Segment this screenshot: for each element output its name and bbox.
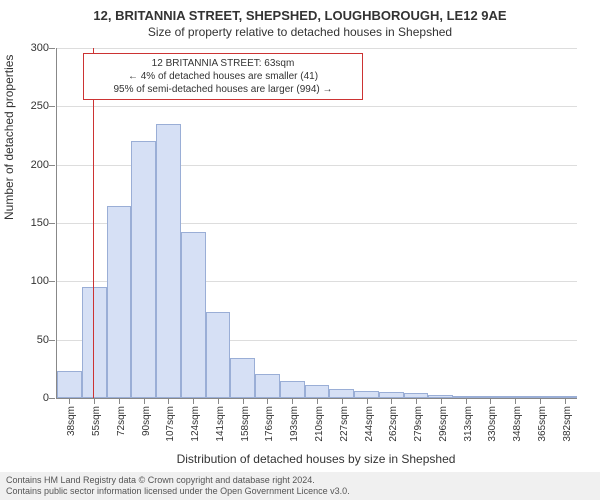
histogram-bar [57, 371, 82, 398]
x-tick-label: 365sqm [537, 406, 548, 442]
x-tick-label: 141sqm [215, 406, 226, 442]
x-tick [193, 398, 194, 404]
x-tick [490, 398, 491, 404]
x-tick [292, 398, 293, 404]
histogram-bar [280, 381, 305, 399]
title-main: 12, BRITANNIA STREET, SHEPSHED, LOUGHBOR… [0, 0, 600, 23]
x-tick [144, 398, 145, 404]
histogram-bar [255, 374, 280, 399]
histogram-bar [230, 358, 255, 398]
x-tick [119, 398, 120, 404]
x-tick-label: 38sqm [66, 406, 77, 436]
x-tick-label: 72sqm [116, 406, 127, 436]
x-tick [416, 398, 417, 404]
annotation-line-1: 12 BRITANNIA STREET: 63sqm [90, 57, 356, 70]
x-tick-label: 176sqm [264, 406, 275, 442]
x-tick-label: 279sqm [413, 406, 424, 442]
annotation-line-2: ← 4% of detached houses are smaller (41) [90, 70, 356, 83]
histogram-bar [107, 206, 132, 399]
histogram-bar [181, 232, 206, 398]
x-tick [243, 398, 244, 404]
x-tick-label: 330sqm [487, 406, 498, 442]
x-tick [367, 398, 368, 404]
y-tick-label: 100 [19, 275, 49, 287]
x-tick [317, 398, 318, 404]
x-tick [565, 398, 566, 404]
y-tick [49, 106, 55, 107]
annotation-box: 12 BRITANNIA STREET: 63sqm ← 4% of detac… [83, 53, 363, 100]
x-tick [94, 398, 95, 404]
plot-region: 05010015020025030038sqm55sqm72sqm90sqm10… [56, 48, 577, 399]
x-tick [466, 398, 467, 404]
histogram-bar [206, 312, 231, 398]
x-tick [441, 398, 442, 404]
y-tick [49, 48, 55, 49]
x-tick-label: 107sqm [165, 406, 176, 442]
x-tick [391, 398, 392, 404]
y-tick [49, 223, 55, 224]
title-sub: Size of property relative to detached ho… [0, 23, 600, 39]
y-tick-label: 150 [19, 217, 49, 229]
x-tick-label: 244sqm [364, 406, 375, 442]
y-tick [49, 281, 55, 282]
y-tick-label: 200 [19, 159, 49, 171]
x-tick-label: 55sqm [91, 406, 102, 436]
marker-line [93, 48, 94, 398]
x-tick [218, 398, 219, 404]
x-tick-label: 296sqm [438, 406, 449, 442]
y-tick-label: 50 [19, 334, 49, 346]
histogram-bar [354, 391, 379, 398]
x-tick-label: 382sqm [562, 406, 573, 442]
y-tick-label: 0 [19, 392, 49, 404]
x-axis-title: Distribution of detached houses by size … [56, 452, 576, 466]
x-tick-label: 262sqm [388, 406, 399, 442]
x-tick-label: 124sqm [190, 406, 201, 442]
x-tick [267, 398, 268, 404]
y-tick [49, 398, 55, 399]
footer: Contains HM Land Registry data © Crown c… [0, 472, 600, 500]
x-tick-label: 348sqm [512, 406, 523, 442]
x-tick [540, 398, 541, 404]
y-tick [49, 340, 55, 341]
x-tick [69, 398, 70, 404]
x-tick-label: 313sqm [463, 406, 474, 442]
footer-line-2: Contains public sector information licen… [6, 486, 594, 497]
chart-container: 12, BRITANNIA STREET, SHEPSHED, LOUGHBOR… [0, 0, 600, 500]
footer-line-1: Contains HM Land Registry data © Crown c… [6, 475, 594, 486]
histogram-bar [329, 389, 354, 398]
histogram-bar [156, 124, 181, 398]
histogram-bar [305, 385, 330, 398]
x-tick-label: 158sqm [240, 406, 251, 442]
histogram-bar [131, 141, 156, 398]
x-tick [168, 398, 169, 404]
y-tick-label: 250 [19, 100, 49, 112]
x-tick-label: 90sqm [141, 406, 152, 436]
x-tick-label: 193sqm [289, 406, 300, 442]
y-axis-label: Number of detached properties [2, 55, 16, 220]
y-tick-label: 300 [19, 42, 49, 54]
x-tick [515, 398, 516, 404]
y-tick [49, 165, 55, 166]
gridline [57, 48, 577, 49]
x-tick-label: 210sqm [314, 406, 325, 442]
x-tick [342, 398, 343, 404]
annotation-line-3: 95% of semi-detached houses are larger (… [90, 83, 356, 96]
x-tick-label: 227sqm [339, 406, 350, 442]
chart-area: 05010015020025030038sqm55sqm72sqm90sqm10… [56, 48, 576, 398]
gridline [57, 106, 577, 107]
